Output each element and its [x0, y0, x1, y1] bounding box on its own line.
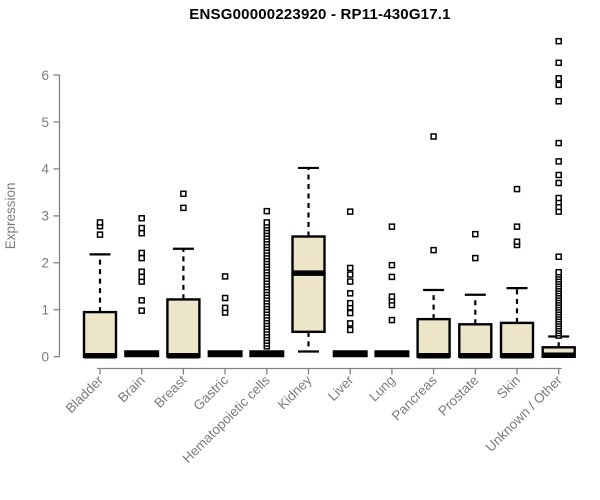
- outlier-point: [388, 223, 396, 230]
- box: [416, 317, 451, 358]
- box: [82, 310, 118, 358]
- outlier-point: [513, 238, 521, 245]
- y-axis-title: Expression: [3, 182, 18, 249]
- outlier-point: [138, 254, 145, 262]
- x-tick-label: Kidney: [275, 372, 315, 412]
- outlier-point: [555, 98, 562, 105]
- outlier-point: [555, 179, 562, 187]
- outlier-point: [96, 219, 104, 226]
- outlier-point: [555, 75, 562, 82]
- x-tick-label: Bladder: [63, 372, 107, 416]
- outlier-point: [180, 204, 187, 212]
- y-tick-label: 4: [41, 162, 49, 177]
- outlier-point: [430, 246, 437, 254]
- y-tick-label: 0: [41, 350, 49, 365]
- outlier-point: [555, 37, 562, 45]
- outlier-point: [138, 214, 145, 222]
- outlier-point: [555, 81, 562, 89]
- outlier-point: [513, 185, 521, 193]
- outlier-point: [472, 230, 479, 238]
- outlier-point: [138, 268, 145, 275]
- y-tick-label: 1: [41, 303, 49, 318]
- outlier-point: [346, 271, 354, 278]
- box: [291, 235, 326, 334]
- outlier-point: [138, 224, 145, 232]
- outlier-point: [388, 293, 396, 300]
- x-tick-label: Pancreas: [389, 372, 440, 423]
- x-tick-label: Prostate: [435, 373, 481, 419]
- outlier-point: [555, 139, 562, 147]
- chart-title: ENSG00000223920 - RP11-430G17.1: [189, 6, 451, 23]
- outlier-point: [472, 254, 479, 262]
- outlier-point: [346, 326, 354, 334]
- outlier-point: [555, 253, 562, 260]
- outlier-point: [96, 231, 104, 238]
- outlier-point: [346, 278, 354, 285]
- outlier-point: [138, 297, 145, 304]
- outlier-point: [388, 316, 396, 324]
- outlier-point: [555, 194, 562, 202]
- outlier-point: [430, 133, 437, 140]
- outlier-point: [388, 273, 396, 281]
- y-tick-label: 5: [41, 115, 49, 130]
- outlier-point: [555, 158, 562, 165]
- x-tick-label: Gastric: [190, 372, 231, 413]
- outlier-point: [555, 171, 562, 179]
- outlier-point: [346, 208, 354, 215]
- outlier-point: [346, 320, 354, 327]
- outlier-point: [138, 249, 145, 257]
- outlier-point: [513, 223, 521, 230]
- outlier-point: [138, 273, 145, 281]
- outlier-point: [221, 294, 229, 302]
- outlier-point: [263, 207, 271, 215]
- box: [499, 321, 535, 358]
- x-tick-label: Breast: [151, 372, 189, 410]
- outlier-point: [263, 219, 271, 226]
- outlier-point: [221, 273, 229, 280]
- outlier-point: [555, 59, 562, 67]
- outlier-point: [346, 299, 354, 307]
- outlier-point: [388, 261, 396, 269]
- outlier-point: [138, 307, 145, 314]
- outlier-point: [180, 190, 187, 198]
- outlier-point: [346, 290, 354, 297]
- y-tick-label: 3: [41, 209, 49, 224]
- outlier-point: [555, 268, 562, 276]
- y-tick-label: 2: [41, 256, 49, 271]
- box: [458, 323, 493, 358]
- outlier-point: [221, 304, 229, 312]
- outlier-point: [138, 229, 145, 237]
- x-tick-label: Brain: [115, 373, 148, 406]
- x-tick-label: Liver: [325, 372, 357, 404]
- outlier-point: [346, 309, 354, 317]
- x-tick-label: Lung: [366, 373, 398, 405]
- y-tick-label: 6: [41, 68, 49, 83]
- outlier-point: [346, 264, 354, 272]
- x-tick-label: Unknown / Other: [483, 372, 566, 455]
- x-tick-label: Skin: [494, 373, 523, 402]
- box: [166, 298, 201, 358]
